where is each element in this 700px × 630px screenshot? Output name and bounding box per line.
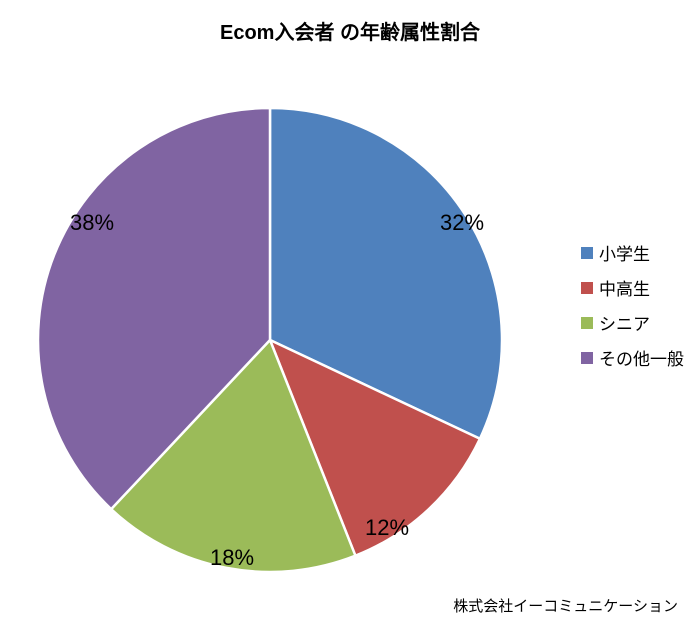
chart-title: Ecom入会者 の年齢属性割合 — [0, 16, 700, 45]
legend-item: シニア — [581, 310, 684, 335]
legend-item: 小学生 — [581, 240, 684, 265]
legend-item: 中高生 — [581, 275, 684, 300]
legend-swatch — [581, 247, 593, 259]
data-label: 12% — [365, 515, 409, 541]
pie-chart — [38, 108, 502, 577]
legend-swatch — [581, 352, 593, 364]
footer-text: 株式会社イーコミュニケーション — [453, 595, 678, 616]
legend-label: その他一般 — [599, 345, 684, 370]
legend-label: 中高生 — [599, 275, 650, 300]
legend: 小学生中高生シニアその他一般 — [581, 230, 684, 380]
legend-label: 小学生 — [599, 240, 650, 265]
legend-item: その他一般 — [581, 345, 684, 370]
pie-svg — [38, 108, 502, 572]
legend-swatch — [581, 282, 593, 294]
legend-label: シニア — [599, 310, 650, 335]
data-label: 32% — [440, 210, 484, 236]
data-label: 18% — [210, 545, 254, 571]
legend-swatch — [581, 317, 593, 329]
chart-container: Ecom入会者 の年齢属性割合 32% 12% 18% 38% 小学生中高生シニアその… — [0, 0, 700, 630]
data-label: 38% — [70, 210, 114, 236]
